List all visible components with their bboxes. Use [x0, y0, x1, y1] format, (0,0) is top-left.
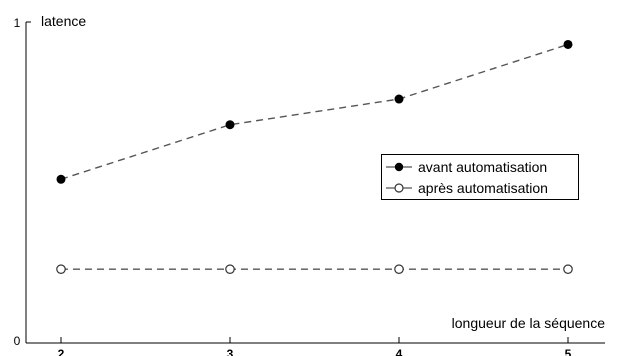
- data-point-s1-x3: [225, 264, 235, 274]
- data-point-s1-x5: [563, 264, 573, 274]
- legend-label-apres: après automatisation: [418, 180, 548, 196]
- x-tick-label-2: 2: [58, 347, 65, 356]
- y-axis-label: latence: [41, 13, 86, 29]
- data-point-s0-x2: [56, 174, 66, 184]
- data-point-s1-x4: [394, 264, 404, 274]
- x-axis-label: longueur de la séquence: [452, 315, 606, 331]
- legend: avant automatisation après automatisatio…: [381, 154, 579, 200]
- data-point-s0-x3: [225, 120, 235, 130]
- legend-item-apres: après automatisation: [386, 178, 548, 198]
- x-tick-label-3: 3: [227, 347, 234, 356]
- data-point-s1-x2: [56, 264, 66, 274]
- x-tick-label-5: 5: [565, 347, 572, 356]
- y-tick-label-min: 0: [14, 334, 21, 348]
- data-point-s0-x5: [563, 39, 573, 49]
- x-tick-label-4: 4: [396, 347, 403, 356]
- x-axis: longueur de la séquence: [26, 315, 606, 344]
- y-axis: 1 0 latence: [14, 13, 87, 348]
- y-tick-label-max: 1: [14, 16, 21, 30]
- legend-marker-open-icon: [386, 183, 412, 193]
- legend-marker-filled-icon: [386, 162, 412, 172]
- data-point-s0-x4: [394, 94, 404, 104]
- legend-item-avant: avant automatisation: [386, 157, 547, 177]
- legend-label-avant: avant automatisation: [418, 159, 548, 175]
- series-layer: [56, 39, 573, 274]
- series-line-0: [60, 43, 569, 180]
- x-ticks: 2 3 4 5: [58, 337, 572, 356]
